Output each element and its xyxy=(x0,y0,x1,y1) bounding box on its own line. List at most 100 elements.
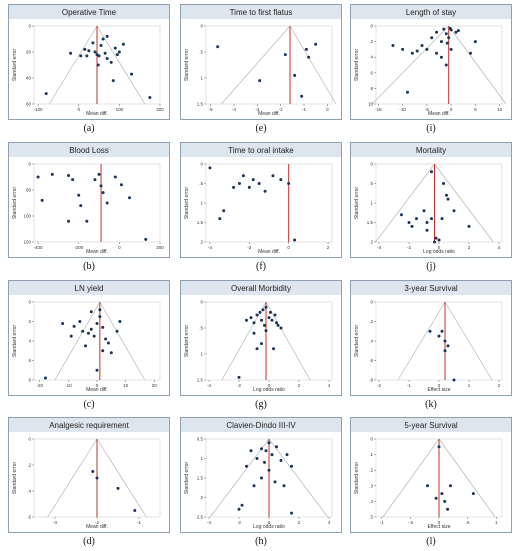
funnel-left-line xyxy=(397,301,446,381)
y-axis-label: Standard error xyxy=(184,325,190,358)
y-tick-label: .5 xyxy=(199,326,203,331)
study-point xyxy=(452,378,456,382)
x-tick-label: 1 xyxy=(495,520,498,525)
study-point xyxy=(279,326,283,330)
study-point xyxy=(252,484,256,488)
study-point xyxy=(285,453,289,457)
x-tick-label: -1 xyxy=(380,520,384,525)
y-tick-label: 0 xyxy=(28,300,31,305)
study-point xyxy=(208,166,212,170)
study-point xyxy=(430,217,433,221)
study-point xyxy=(279,458,283,462)
study-point xyxy=(446,344,450,348)
y-tick-label: .3 xyxy=(369,483,373,488)
funnel-panel-h: Clavien-Dindo III-IV -4 -2 0 2 4 0.5 1 1.5 2 2.5 Lo… xyxy=(180,417,342,551)
x-axis-label: Mean diff. xyxy=(86,249,108,255)
chart-title: 3-year Survival xyxy=(404,284,458,293)
study-point xyxy=(440,217,444,221)
study-point xyxy=(272,347,275,351)
study-point xyxy=(232,185,236,189)
study-point xyxy=(115,53,119,57)
x-tick-label: 0 xyxy=(77,107,80,112)
y-tick-label: .6 xyxy=(369,358,373,363)
study-point xyxy=(430,36,434,40)
y-tick-label: 0 xyxy=(200,162,203,167)
y-axis-label: Standard error xyxy=(354,325,360,358)
funnel-panel-k: 3-year Survival -2 -1 0 1 2 0 .2 .4 .6 .8 Effect si… xyxy=(350,280,512,414)
study-point xyxy=(437,238,441,242)
panel-label: (b) xyxy=(83,261,95,272)
study-point xyxy=(115,329,119,333)
x-tick-label: 0 xyxy=(96,383,99,388)
x-axis-label: Mean diff. xyxy=(258,249,280,255)
x-axis-label: Mean diff. xyxy=(86,524,108,530)
study-point xyxy=(237,507,241,511)
y-tick-label: 0 xyxy=(370,162,373,167)
study-point xyxy=(440,492,444,496)
chart-frame xyxy=(180,4,342,120)
study-point xyxy=(300,94,304,98)
study-point xyxy=(264,449,268,453)
funnel-right-line xyxy=(444,301,493,381)
study-point xyxy=(400,213,403,217)
study-point xyxy=(401,47,405,51)
study-point xyxy=(101,37,105,41)
study-point xyxy=(449,47,453,51)
panel-label: (d) xyxy=(83,536,95,547)
study-point xyxy=(275,321,278,325)
x-tick-label: 0 xyxy=(287,245,290,250)
study-point xyxy=(428,329,432,333)
study-point xyxy=(260,447,263,451)
funnel-panel-i: Length of stay -15 -10 -5 0 5 10 0 2 4 6 8 10 Mean di… xyxy=(350,4,512,138)
funnel-left-line xyxy=(209,438,270,518)
study-point xyxy=(117,50,121,54)
x-axis-label: Effect size xyxy=(428,387,451,393)
study-point xyxy=(276,323,280,327)
y-tick-label: 1 xyxy=(370,201,373,206)
y-tick-label: 50 xyxy=(26,188,32,193)
study-point xyxy=(69,51,73,55)
study-point xyxy=(67,219,71,223)
panel-label: (h) xyxy=(255,536,267,547)
y-tick-label: .2 xyxy=(369,468,373,473)
plot-area xyxy=(375,25,503,105)
funnel-chart: 3-year Survival -2 -1 0 1 2 0 .2 .4 .6 .8 Effect si… xyxy=(350,280,512,396)
study-point xyxy=(435,51,439,55)
study-point xyxy=(260,318,263,322)
study-point xyxy=(98,308,102,312)
y-tick-label: .6 xyxy=(27,515,31,520)
y-axis-label: Standard error xyxy=(354,187,360,220)
x-tick-label: -4 xyxy=(207,520,211,525)
study-point xyxy=(85,54,89,58)
study-point xyxy=(293,73,297,77)
study-point xyxy=(79,54,83,58)
x-tick-label: -5 xyxy=(425,107,429,112)
funnel-left-line xyxy=(221,301,267,381)
y-tick-label: .4 xyxy=(27,489,31,494)
y-axis-label: Standard error xyxy=(12,49,18,82)
study-point xyxy=(270,453,274,457)
x-tick-label: 2 xyxy=(298,520,301,525)
study-point xyxy=(113,46,117,50)
study-point xyxy=(105,201,109,205)
study-point xyxy=(279,178,283,182)
chart-title: Blood Loss xyxy=(69,146,109,155)
study-point xyxy=(271,174,275,178)
funnel-right-line xyxy=(289,25,337,105)
study-point xyxy=(448,484,452,488)
y-tick-label: 6 xyxy=(370,70,373,75)
study-point xyxy=(87,49,91,53)
y-tick-label: 1.5 xyxy=(197,476,204,481)
study-point xyxy=(293,238,297,242)
study-point xyxy=(113,175,117,179)
x-tick-label: 200 xyxy=(156,245,164,250)
study-point xyxy=(92,334,96,338)
x-axis-label: Mean diff. xyxy=(86,111,108,117)
study-point xyxy=(91,470,95,473)
x-tick-label: -10 xyxy=(399,107,406,112)
study-point xyxy=(95,368,99,372)
y-tick-label: .8 xyxy=(369,378,373,383)
study-point xyxy=(106,341,110,345)
funnel-left-line xyxy=(221,25,291,105)
study-point xyxy=(435,30,439,34)
